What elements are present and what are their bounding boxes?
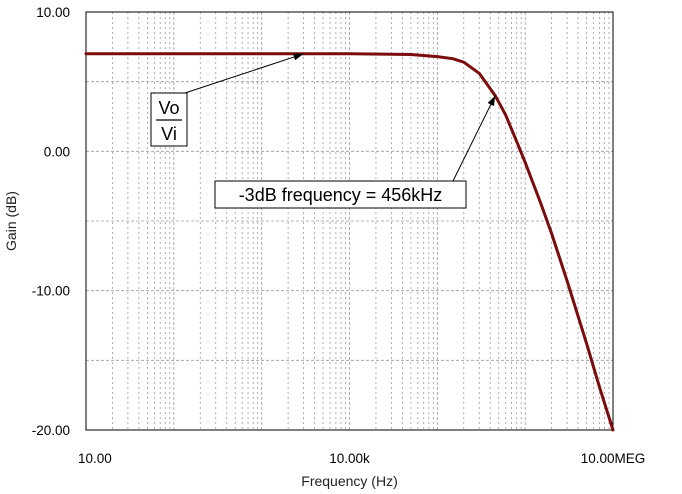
- y-tick-label: -10.00: [32, 284, 70, 299]
- grid: [86, 12, 613, 430]
- annotation-vo-vi: Vo Vi: [150, 53, 304, 147]
- arrow-head: [487, 95, 496, 107]
- y-tick-label: 0.00: [44, 144, 70, 159]
- annotation-3db: -3dB frequency = 456kHz: [214, 95, 496, 209]
- annotation-arrow: [452, 95, 496, 182]
- x-tick-label: 10.00: [78, 451, 112, 466]
- tick-labels: 10.00 0.00 -10.00 -20.00 10.00 10.00k 10.00MEG: [32, 5, 646, 466]
- arrow-head: [292, 53, 304, 61]
- annotation-denominator: Vi: [161, 124, 177, 144]
- x-tick-label: 10.00k: [329, 451, 370, 466]
- y-axis-label: Gain (dB): [3, 191, 19, 251]
- plot-frame: [85, 11, 614, 431]
- x-tick-label: 10.00MEG: [581, 451, 646, 466]
- annotation-numerator: Vo: [158, 98, 179, 118]
- annotation-3db-text: -3dB frequency = 456kHz: [239, 185, 443, 205]
- y-tick-label: 10.00: [36, 5, 70, 20]
- annotation-arrow: [184, 53, 304, 94]
- x-axis-label: Frequency (Hz): [301, 473, 397, 489]
- annotation-box: [214, 180, 467, 209]
- y-tick-label: -20.00: [32, 423, 70, 438]
